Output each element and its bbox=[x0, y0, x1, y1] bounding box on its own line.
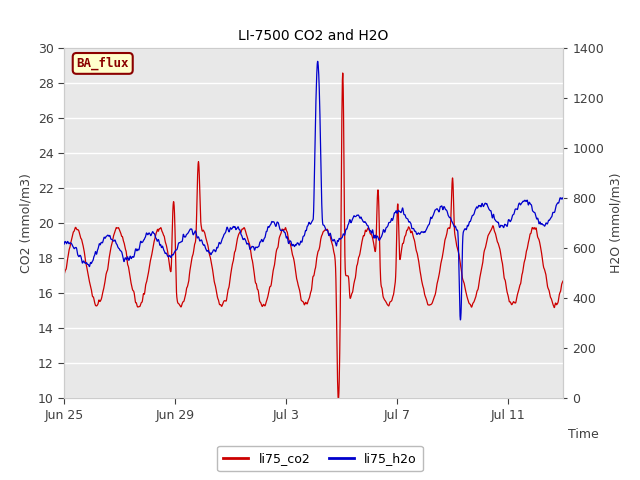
Title: LI-7500 CO2 and H2O: LI-7500 CO2 and H2O bbox=[239, 29, 388, 43]
X-axis label: Time: Time bbox=[568, 428, 598, 441]
Legend: li75_co2, li75_h2o: li75_co2, li75_h2o bbox=[217, 446, 423, 471]
Text: BA_flux: BA_flux bbox=[77, 57, 129, 70]
Y-axis label: CO2 (mmol/m3): CO2 (mmol/m3) bbox=[19, 173, 32, 273]
Y-axis label: H2O (mmol/m3): H2O (mmol/m3) bbox=[610, 173, 623, 274]
